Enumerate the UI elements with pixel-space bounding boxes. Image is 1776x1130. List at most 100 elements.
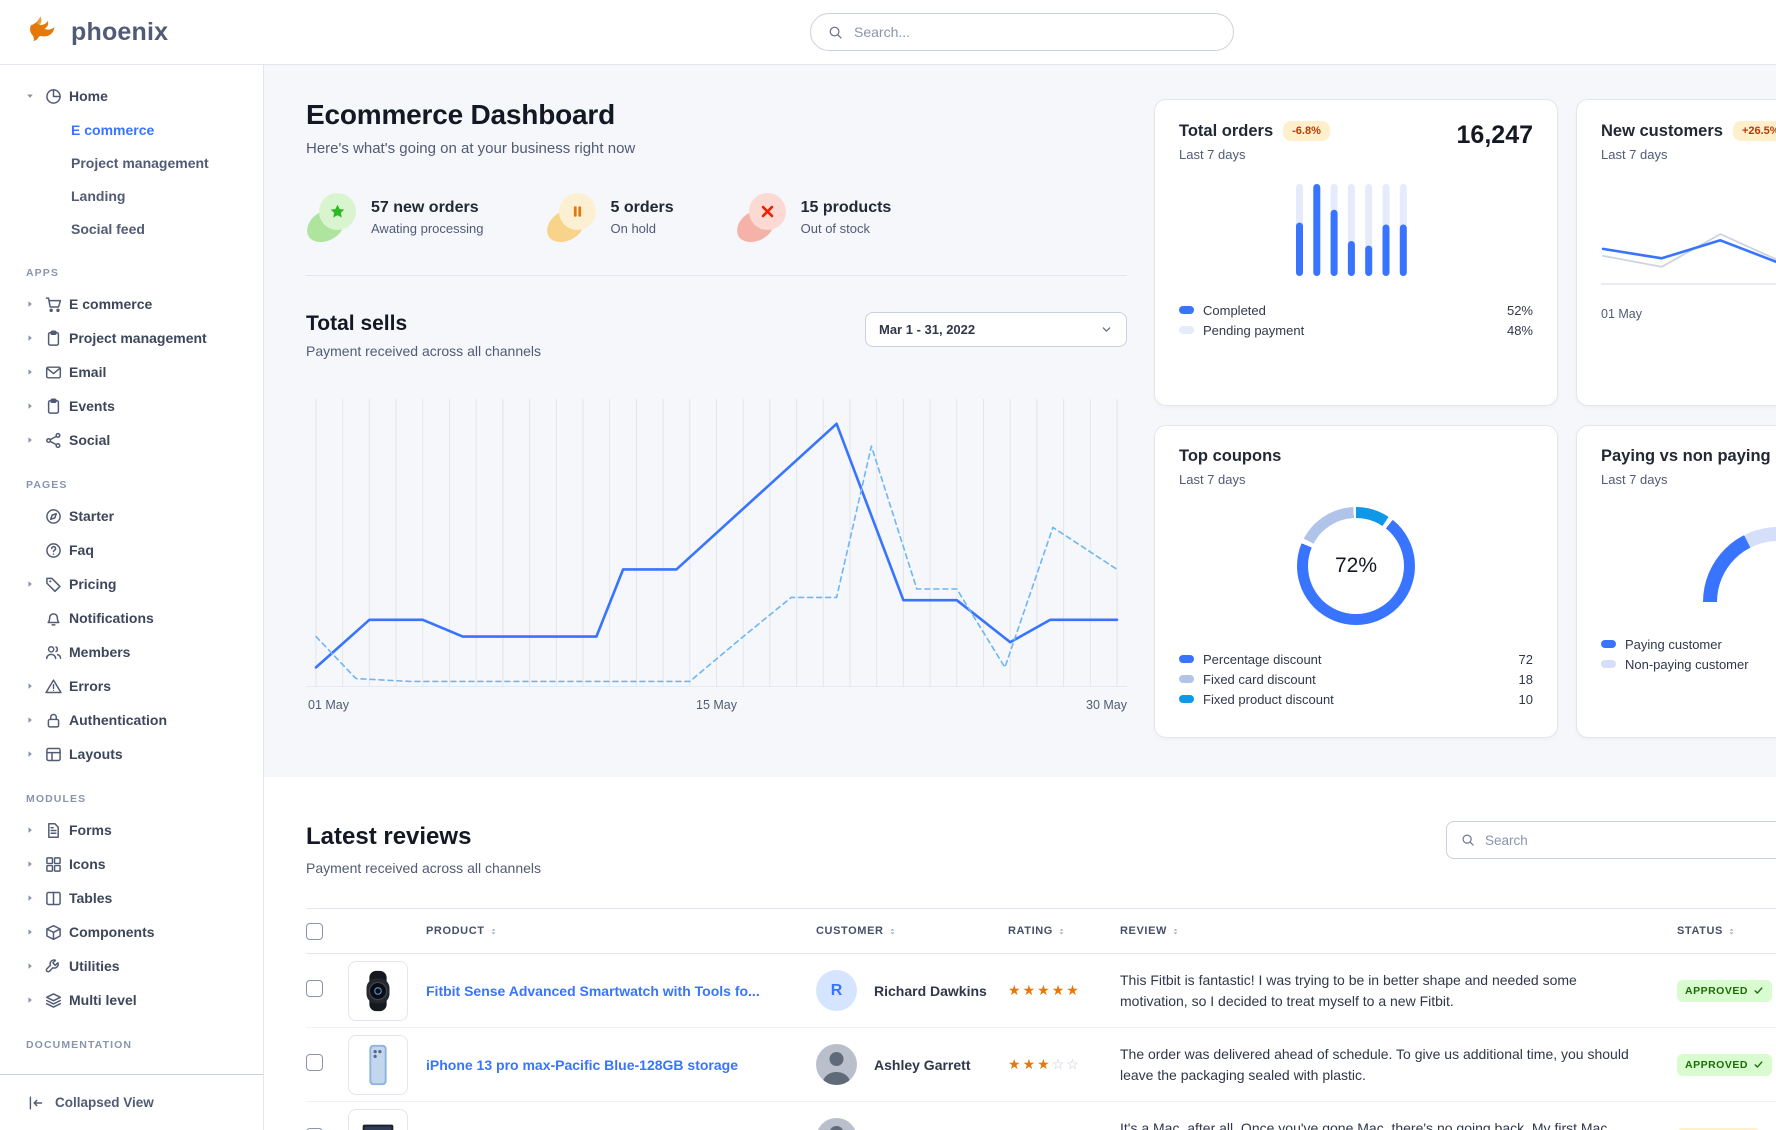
- sidebar-item-starter[interactable]: Starter: [0, 499, 263, 533]
- card-period: Last 7 days: [1179, 472, 1246, 487]
- grid-icon: [45, 856, 62, 873]
- sidebar-item-members[interactable]: Members: [0, 635, 263, 669]
- date-range-select[interactable]: Mar 1 - 31, 2022: [865, 312, 1127, 347]
- sidebar: Home E commerce Project management Landing S…: [0, 65, 264, 1130]
- stat-caption: Out of stock: [800, 220, 871, 236]
- caret-right-icon: [25, 435, 38, 445]
- legend-swatch: [1179, 306, 1194, 314]
- pie-chart-icon: [45, 88, 62, 105]
- sidebar-subitem-e-commerce[interactable]: E commerce: [71, 121, 155, 138]
- sidebar-item-social[interactable]: Social: [0, 423, 263, 457]
- card-period: Last 7 days: [1601, 147, 1668, 162]
- global-search-input[interactable]: [854, 24, 1216, 40]
- status-badge: PENDING: [1677, 1127, 1761, 1130]
- legend-swatch: [1179, 326, 1194, 334]
- sidebar-item-label: Layouts: [69, 746, 123, 762]
- reviews-table: PRODUCT CUSTOMER RATING REVIEW STATUS Fi…: [306, 908, 1776, 1130]
- shopping-cart-icon: [45, 296, 62, 313]
- caret-right-icon: [25, 401, 38, 411]
- sidebar-item-label: Icons: [69, 856, 106, 872]
- legend-item: Fixed card discount 18: [1179, 669, 1533, 689]
- main-content: Ecommerce Dashboard Here's what's going …: [264, 65, 1776, 1130]
- sidebar-item-components[interactable]: Components: [0, 915, 263, 949]
- sidebar-item-label: Forms: [69, 822, 112, 838]
- legend-value: 52%: [1506, 302, 1533, 318]
- caret-right-icon: [25, 961, 38, 971]
- column-header-rating[interactable]: RATING: [1008, 925, 1120, 937]
- row-checkbox[interactable]: [306, 1053, 323, 1071]
- sidebar-item-project-management[interactable]: Project management: [0, 321, 263, 355]
- sidebar-item-icons[interactable]: Icons: [0, 847, 263, 881]
- brand-logo[interactable]: phoenix: [26, 15, 168, 50]
- avatar: [816, 1044, 857, 1085]
- reviews-search-input[interactable]: [1485, 832, 1771, 848]
- sidebar-item-utilities[interactable]: Utilities: [0, 949, 263, 983]
- total-orders-card: Total orders -6.8% Last 7 days 16,247 Co…: [1154, 99, 1558, 406]
- coupons-donut-chart: 72%: [1297, 507, 1415, 625]
- sidebar-item-label: Tables: [69, 890, 113, 906]
- sidebar-item-errors[interactable]: Errors: [0, 669, 263, 703]
- sidebar-subitem-social-feed[interactable]: Social feed: [71, 220, 145, 237]
- sidebar-item-multi-level[interactable]: Multi level: [0, 983, 263, 1017]
- axis-label: 01 May: [308, 698, 349, 712]
- legend-label: Paying customer: [1625, 636, 1722, 652]
- trend-badge: +26.5%: [1732, 121, 1776, 141]
- sidebar-item-e-commerce[interactable]: E commerce: [0, 287, 263, 321]
- column-header-customer[interactable]: CUSTOMER: [816, 925, 1008, 937]
- stat-value: 57 new orders: [371, 198, 479, 216]
- product-link[interactable]: Fitbit Sense Advanced Smartwatch with To…: [426, 982, 760, 999]
- sidebar-item-email[interactable]: Email: [0, 355, 263, 389]
- column-header-product[interactable]: PRODUCT: [426, 925, 816, 937]
- top-coupons-card: Top coupons Last 7 days 72% Percentage d…: [1154, 425, 1558, 738]
- legend-label: Fixed card discount: [1203, 671, 1316, 687]
- product-link[interactable]: iPhone 13 pro max-Pacific Blue-128GB sto…: [426, 1056, 738, 1073]
- latest-reviews-section: Latest reviews Payment received across a…: [264, 777, 1776, 1130]
- product-image: [348, 1108, 408, 1130]
- table-row: Fitbit Sense Advanced Smartwatch with To…: [306, 954, 1776, 1028]
- sidebar-item-label: Social: [69, 432, 111, 448]
- legend-value: 18: [1518, 671, 1533, 687]
- caret-right-icon: [25, 579, 38, 589]
- collapse-view-button[interactable]: Collapsed View: [0, 1074, 263, 1130]
- sidebar-subitem-landing[interactable]: Landing: [71, 187, 126, 204]
- status-badge: APPROVED: [1677, 1053, 1772, 1076]
- pause-icon: [558, 193, 596, 230]
- sidebar-section-label: APPS: [26, 267, 59, 279]
- card-title: Paying vs non paying: [1601, 447, 1771, 465]
- customer-name: Ashley Garrett: [874, 1056, 971, 1073]
- sort-icon: [888, 926, 897, 937]
- sidebar-item-label: Project management: [69, 330, 207, 346]
- stat-blob-art: [541, 193, 596, 247]
- stat-blob-art: [731, 193, 786, 247]
- card-title: Total orders: [1179, 121, 1274, 140]
- column-header-status[interactable]: STATUS: [1677, 925, 1776, 937]
- sidebar-item-faq[interactable]: Faq: [0, 533, 263, 567]
- brand-name: phoenix: [71, 17, 169, 46]
- collapse-left-icon: [28, 1095, 44, 1111]
- sidebar-item-pricing[interactable]: Pricing: [0, 567, 263, 601]
- search-icon: [1461, 833, 1475, 847]
- row-checkbox[interactable]: [306, 979, 323, 997]
- sidebar-subitem-project-management[interactable]: Project management: [71, 154, 209, 171]
- compass-icon: [45, 508, 62, 525]
- customer-name: Richard Dawkins: [874, 982, 987, 999]
- select-all-checkbox[interactable]: [306, 922, 323, 940]
- sidebar-item-authentication[interactable]: Authentication: [0, 703, 263, 737]
- sidebar-item-label: Faq: [69, 542, 94, 558]
- sidebar-item-tables[interactable]: Tables: [0, 881, 263, 915]
- sidebar-item-layouts[interactable]: Layouts: [0, 737, 263, 771]
- caret-right-icon: [25, 825, 38, 835]
- columns-icon: [45, 890, 62, 907]
- sidebar-item-events[interactable]: Events: [0, 389, 263, 423]
- caret-spacer: [25, 647, 38, 657]
- legend-swatch: [1179, 695, 1194, 703]
- legend-value: 72: [1518, 651, 1533, 667]
- sidebar-item-notifications[interactable]: Notifications: [0, 601, 263, 635]
- legend-swatch: [1601, 660, 1616, 668]
- sort-icon: [1727, 926, 1736, 937]
- column-header-review[interactable]: REVIEW: [1120, 925, 1677, 937]
- sidebar-item-home[interactable]: Home: [0, 79, 263, 113]
- sidebar-item-forms[interactable]: Forms: [0, 813, 263, 847]
- new-customers-card: New customers +26.5% Last 7 days 01 May: [1576, 99, 1776, 406]
- sidebar-item-label: Home: [69, 88, 108, 104]
